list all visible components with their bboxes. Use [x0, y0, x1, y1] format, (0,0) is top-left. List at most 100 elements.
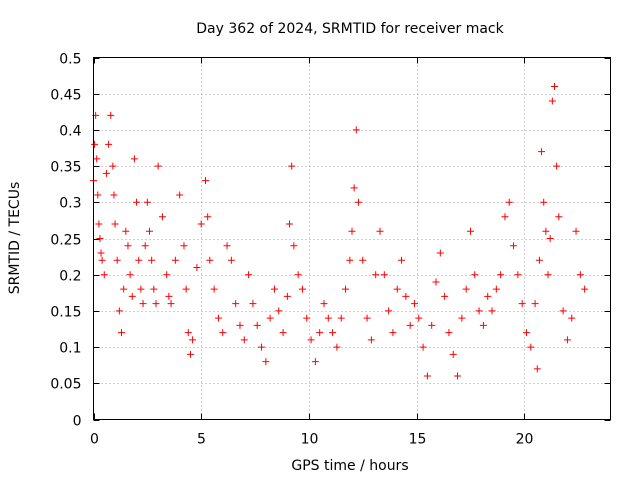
data-point	[367, 336, 375, 344]
data-point	[337, 314, 345, 322]
data-point	[275, 307, 283, 315]
data-point	[176, 191, 184, 199]
data-point	[111, 220, 119, 228]
data-point	[288, 162, 296, 170]
data-point	[333, 343, 341, 351]
data-point	[454, 372, 462, 380]
data-point	[240, 336, 248, 344]
data-point	[449, 350, 457, 358]
data-point	[553, 162, 561, 170]
data-point	[105, 140, 113, 148]
data-point	[385, 307, 393, 315]
data-point	[348, 227, 356, 235]
data-point	[152, 300, 160, 308]
y-tick-label: 0.35	[50, 160, 81, 176]
data-point	[171, 256, 179, 264]
data-point	[350, 184, 358, 192]
data-point	[518, 300, 526, 308]
data-point	[167, 300, 175, 308]
data-point	[505, 198, 513, 206]
data-point	[492, 285, 500, 293]
x-tick-label: 0	[90, 432, 99, 448]
y-tick-label: 0.3	[59, 196, 81, 212]
data-point	[548, 97, 556, 105]
data-point	[128, 292, 136, 300]
data-point	[96, 235, 104, 242]
data-point	[415, 314, 423, 322]
y-axis-ticks: 0 0.05 0.1 0.15 0.2 0.25 0.3 0.35 0.4 0.45 0.5	[50, 52, 611, 430]
data-point	[214, 314, 222, 322]
data-point	[550, 82, 558, 90]
data-point	[563, 336, 571, 344]
data-point	[311, 358, 319, 366]
data-point	[154, 162, 162, 170]
data-point	[316, 329, 324, 337]
data-point	[363, 314, 371, 322]
y-tick-label: 0.25	[50, 233, 81, 249]
data-point	[372, 271, 380, 279]
data-point	[324, 314, 332, 322]
data-point	[115, 307, 123, 315]
y-tick-label: 0.45	[50, 88, 81, 104]
data-point	[279, 329, 287, 337]
data-point	[137, 285, 145, 293]
data-point	[510, 242, 518, 250]
data-point	[359, 256, 367, 264]
data-point	[130, 155, 138, 163]
data-point	[410, 300, 418, 308]
data-point	[488, 307, 496, 315]
data-point	[204, 213, 212, 221]
y-axis-title: SRMTID / TECUs	[7, 182, 23, 295]
data-point	[538, 148, 546, 156]
data-point	[202, 177, 210, 185]
data-point	[283, 292, 291, 300]
data-point	[559, 307, 567, 315]
y-tick-label: 0.15	[50, 305, 81, 321]
y-tick-label: 0.1	[59, 341, 81, 357]
data-point	[535, 256, 543, 264]
data-point	[180, 242, 188, 250]
data-point	[522, 329, 530, 337]
data-point	[290, 242, 298, 250]
data-point	[581, 285, 589, 293]
data-point	[320, 300, 328, 308]
data-point	[540, 198, 548, 206]
data-point	[423, 372, 431, 380]
y-tick-label: 0.5	[59, 52, 81, 68]
data-point	[475, 307, 483, 315]
x-tick-label: 20	[516, 432, 534, 448]
data-point	[445, 329, 453, 337]
data-point	[354, 198, 362, 206]
data-point	[428, 321, 436, 329]
data-point	[527, 343, 535, 351]
data-point	[227, 256, 235, 264]
data-point	[436, 249, 444, 257]
data-point	[376, 227, 384, 235]
data-point	[471, 271, 479, 279]
data-point	[158, 213, 166, 221]
x-axis-title: GPS time / hours	[291, 458, 408, 474]
data-point	[126, 271, 134, 279]
data-point	[100, 271, 108, 279]
y-tick-label: 0	[73, 414, 82, 430]
data-point	[184, 329, 192, 337]
data-point	[163, 271, 171, 279]
data-point	[262, 358, 270, 366]
data-point	[544, 271, 552, 279]
chart-title: Day 362 of 2024, SRMTID for receiver mac…	[196, 21, 504, 37]
data-point	[352, 126, 360, 134]
data-point	[398, 256, 406, 264]
y-tick-label: 0.4	[59, 124, 81, 140]
data-point	[419, 343, 427, 351]
data-point	[107, 111, 115, 119]
data-point	[110, 191, 118, 199]
data-point	[148, 256, 156, 264]
data-point	[298, 285, 306, 293]
data-point	[236, 321, 244, 329]
data-point	[91, 140, 99, 148]
data-point	[497, 271, 505, 279]
data-point	[406, 321, 414, 329]
data-point	[135, 256, 143, 264]
data-point	[113, 256, 121, 264]
